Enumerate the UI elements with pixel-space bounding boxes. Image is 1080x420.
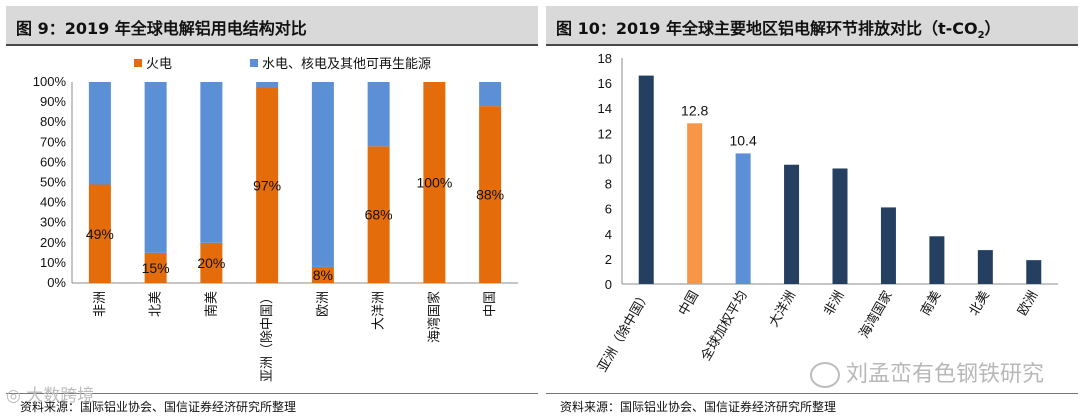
data-label: 88% bbox=[476, 187, 504, 203]
bar-segment bbox=[256, 88, 279, 283]
bar-segment bbox=[144, 252, 167, 283]
x-category-label: 中国 bbox=[483, 291, 498, 317]
x-category-label: 北美 bbox=[149, 291, 164, 317]
bar-segment bbox=[423, 82, 446, 283]
y-tick-label: 2 bbox=[605, 252, 612, 267]
x-category-label: 欧洲 bbox=[1015, 289, 1041, 319]
legend-swatch bbox=[250, 59, 258, 67]
x-category-label: 欧洲 bbox=[316, 291, 331, 317]
y-tick-label: 30% bbox=[40, 215, 66, 230]
wechat-icon bbox=[809, 362, 840, 388]
bar bbox=[784, 164, 800, 284]
data-label: 100% bbox=[416, 175, 452, 191]
x-category-label: 南美 bbox=[203, 291, 219, 317]
y-tick-label: 50% bbox=[40, 175, 66, 190]
legend-label: 水电、核电及其他可再生能源 bbox=[262, 57, 431, 72]
x-category-label: 亚洲（除中国） bbox=[260, 291, 275, 382]
right-title-end: ） bbox=[984, 19, 1001, 38]
y-tick-label: 0 bbox=[605, 277, 612, 292]
data-label: 68% bbox=[365, 207, 393, 223]
bar-segment bbox=[367, 146, 390, 283]
left-figure-panel: 图 9：2019 年全球电解铝用电结构对比 0% 10% 20% 30% 40% 50% 6… bbox=[6, 0, 538, 420]
y-tick-label: 12 bbox=[598, 126, 612, 141]
x-category-label: 大洋洲 bbox=[372, 291, 387, 330]
bar bbox=[1026, 260, 1042, 284]
y-tick-label: 0% bbox=[47, 275, 66, 290]
right-title-main: 图 10：2019 年全球主要地区铝电解环节排放对比（t-CO bbox=[556, 19, 978, 38]
bar bbox=[832, 168, 848, 284]
legend-swatch bbox=[134, 59, 142, 67]
y-tick-label: 40% bbox=[40, 195, 66, 210]
bar-segment bbox=[144, 82, 167, 253]
wechat-watermark: 刘孟峦有色钢铁研究 bbox=[809, 356, 1044, 388]
right-source-divider bbox=[546, 393, 1078, 394]
right-title-bar: 图 10：2019 年全球主要地区铝电解环节排放对比（t-CO2） bbox=[546, 6, 1078, 44]
left-title-divider bbox=[6, 44, 538, 46]
y-tick-label: 16 bbox=[598, 76, 612, 91]
bar-segment bbox=[200, 242, 223, 283]
bar bbox=[929, 236, 945, 284]
right-figure-title: 图 10：2019 年全球主要地区铝电解环节排放对比（t-CO2） bbox=[556, 15, 1001, 41]
x-category-label: 非洲 bbox=[821, 289, 847, 319]
data-label: 20% bbox=[197, 255, 225, 271]
y-tick-label: 70% bbox=[40, 134, 66, 149]
legend-label: 火电 bbox=[146, 57, 172, 72]
x-category-label: 亚洲（除中国） bbox=[595, 289, 653, 375]
y-tick-label: 60% bbox=[40, 154, 66, 169]
y-tick-label: 10% bbox=[40, 255, 66, 270]
y-tick-label: 80% bbox=[40, 114, 66, 129]
bar-segment bbox=[367, 82, 390, 147]
x-category-label: 海湾国家 bbox=[856, 288, 896, 341]
data-label: 15% bbox=[142, 260, 170, 276]
data-label: 10.4 bbox=[729, 132, 756, 148]
bar-segment bbox=[479, 82, 502, 107]
data-label: 12.8 bbox=[681, 102, 708, 118]
left-source-divider bbox=[6, 393, 538, 394]
bar-segment bbox=[479, 106, 502, 284]
y-tick-label: 18 bbox=[598, 51, 612, 66]
right-title-subscript: 2 bbox=[977, 30, 985, 42]
bar-segment bbox=[88, 82, 111, 185]
y-tick-label: 20% bbox=[40, 235, 66, 250]
right-title-divider bbox=[546, 44, 1078, 46]
left-figure-title: 图 9：2019 年全球电解铝用电结构对比 bbox=[16, 19, 307, 38]
bar bbox=[977, 250, 993, 284]
y-tick-label: 4 bbox=[605, 227, 612, 242]
y-tick-label: 100% bbox=[33, 74, 67, 89]
left-source-note: 资料来源：国际铝业协会、国信证券经济研究所整理 bbox=[20, 400, 297, 414]
bar bbox=[638, 75, 654, 284]
y-tick-label: 90% bbox=[40, 94, 66, 109]
bar-segment bbox=[311, 266, 334, 283]
x-category-label: 全球加权平均 bbox=[698, 288, 751, 364]
bar bbox=[735, 153, 751, 284]
y-tick-label: 8 bbox=[605, 177, 612, 192]
bar-segment bbox=[256, 82, 279, 89]
x-category-label: 海湾国家 bbox=[426, 291, 442, 343]
watermark-text: 刘孟峦有色钢铁研究 bbox=[845, 362, 1044, 387]
y-tick-label: 14 bbox=[598, 101, 612, 116]
corner-logo-watermark: ◎ 大数跨境 bbox=[6, 386, 95, 406]
x-category-label: 大洋洲 bbox=[767, 289, 799, 330]
data-label: 49% bbox=[86, 226, 114, 242]
x-category-label: 中国 bbox=[676, 289, 702, 319]
right-bar-chart: 0 2 4 6 8 10 12 14 16 18 亚洲（除中国） 12.8 中国 10.4 全球加权平均 大洋… bbox=[595, 51, 1058, 375]
x-category-label: 非洲 bbox=[93, 291, 108, 317]
bar-segment bbox=[88, 184, 111, 283]
data-label: 97% bbox=[253, 178, 281, 194]
bar-segment bbox=[200, 82, 223, 243]
data-label: 8% bbox=[313, 267, 333, 283]
y-tick-label: 10 bbox=[598, 151, 612, 166]
bar bbox=[687, 123, 703, 285]
y-tick-label: 6 bbox=[605, 202, 612, 217]
x-category-label: 北美 bbox=[967, 289, 993, 319]
left-stacked-bar-chart: 0% 10% 20% 30% 40% 50% 60% 70% 80% 90% 100% 49% 非洲 15… bbox=[33, 57, 518, 382]
bar-segment bbox=[311, 82, 334, 267]
bar bbox=[880, 207, 896, 284]
left-title-bar: 图 9：2019 年全球电解铝用电结构对比 bbox=[6, 6, 538, 44]
right-source-note: 资料来源：国际铝业协会、国信证券经济研究所整理 bbox=[560, 400, 837, 414]
x-category-label: 南美 bbox=[917, 288, 944, 319]
